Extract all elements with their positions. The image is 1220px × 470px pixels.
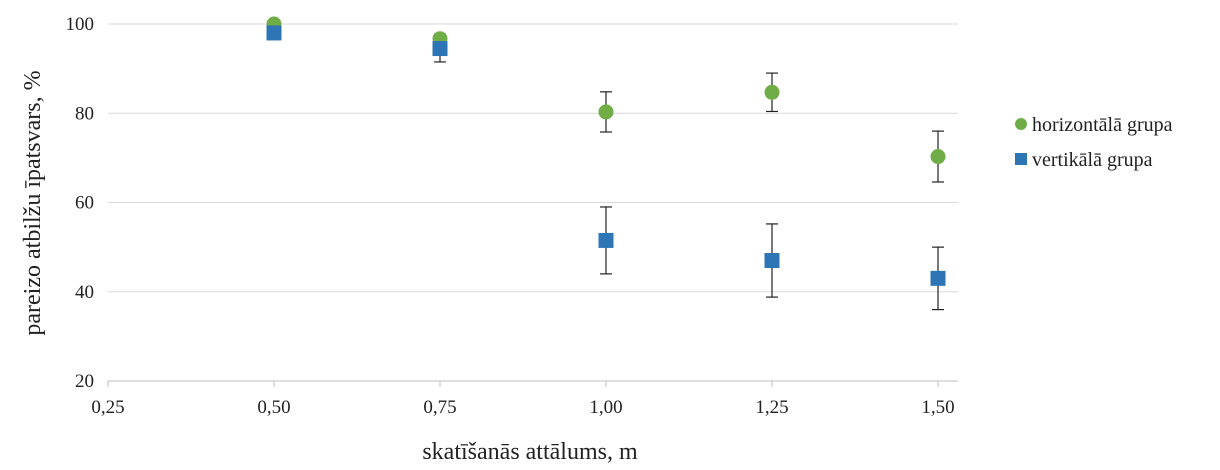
x-tick-label: 0,75 (423, 397, 456, 418)
y-tick-label: 40 (75, 282, 94, 303)
point-vertical-group (764, 253, 780, 269)
point-vertical-group (266, 25, 282, 41)
y-tick-label: 80 (75, 103, 94, 124)
x-tick-label: 0,50 (257, 397, 290, 418)
x-tick-label: 1,00 (589, 397, 622, 418)
y-axis-title: pareizo atbilžu īpatsvars, % (20, 70, 46, 335)
y-tick-label: 60 (75, 193, 94, 214)
point-horizontal-group (598, 104, 614, 120)
legend-marker-vertical (1015, 153, 1027, 165)
point-horizontal-group (930, 149, 946, 165)
y-tick-label: 100 (66, 14, 95, 35)
gridlines (108, 23, 958, 293)
x-axis-ticks: 0,25 0,50 0,75 1,00 1,25 1,50 (91, 381, 955, 418)
data-points (266, 16, 946, 286)
y-tick-label: 20 (75, 371, 94, 392)
legend: horizontālā grupa vertikālā grupa (1015, 114, 1173, 171)
point-vertical-group (930, 270, 946, 286)
x-tick-label: 1,25 (755, 397, 788, 418)
point-vertical-group (598, 232, 614, 248)
legend-marker-horizontal (1015, 118, 1027, 130)
point-horizontal-group (764, 84, 780, 100)
point-vertical-group (432, 41, 448, 57)
legend-label-vertical: vertikālā grupa (1032, 149, 1153, 171)
x-tick-label: 0,25 (91, 397, 124, 418)
x-axis-title: skatīšanās attālums, m (422, 439, 638, 465)
legend-label-horizontal: horizontālā grupa (1032, 114, 1173, 136)
error-bars (268, 21, 944, 311)
x-tick-label: 1,50 (921, 397, 954, 418)
y-axis-ticks: 20 40 60 80 100 (66, 14, 95, 392)
